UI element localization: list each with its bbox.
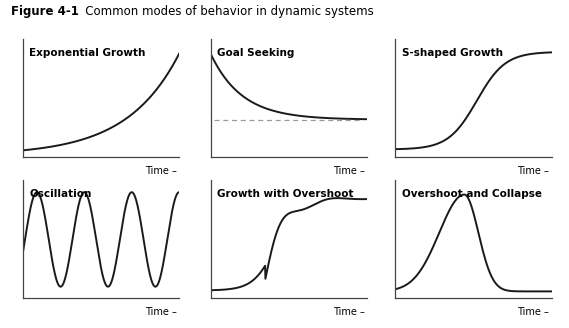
Text: Goal Seeking: Goal Seeking — [217, 48, 294, 58]
Text: Oscillation: Oscillation — [29, 189, 92, 199]
Text: Growth with Overshoot: Growth with Overshoot — [217, 189, 353, 199]
Text: S-shaped Growth: S-shaped Growth — [402, 48, 503, 58]
Text: Overshoot and Collapse: Overshoot and Collapse — [402, 189, 542, 199]
Text: Time –: Time – — [332, 307, 365, 317]
Text: Time –: Time – — [517, 307, 550, 317]
Text: Time –: Time – — [145, 166, 177, 176]
Text: Time –: Time – — [332, 166, 365, 176]
Text: Time –: Time – — [517, 166, 550, 176]
Text: Figure 4-1: Figure 4-1 — [11, 5, 79, 18]
Text: Time –: Time – — [145, 307, 177, 317]
Text: Exponential Growth: Exponential Growth — [29, 48, 146, 58]
Text: Common modes of behavior in dynamic systems: Common modes of behavior in dynamic syst… — [74, 5, 374, 18]
